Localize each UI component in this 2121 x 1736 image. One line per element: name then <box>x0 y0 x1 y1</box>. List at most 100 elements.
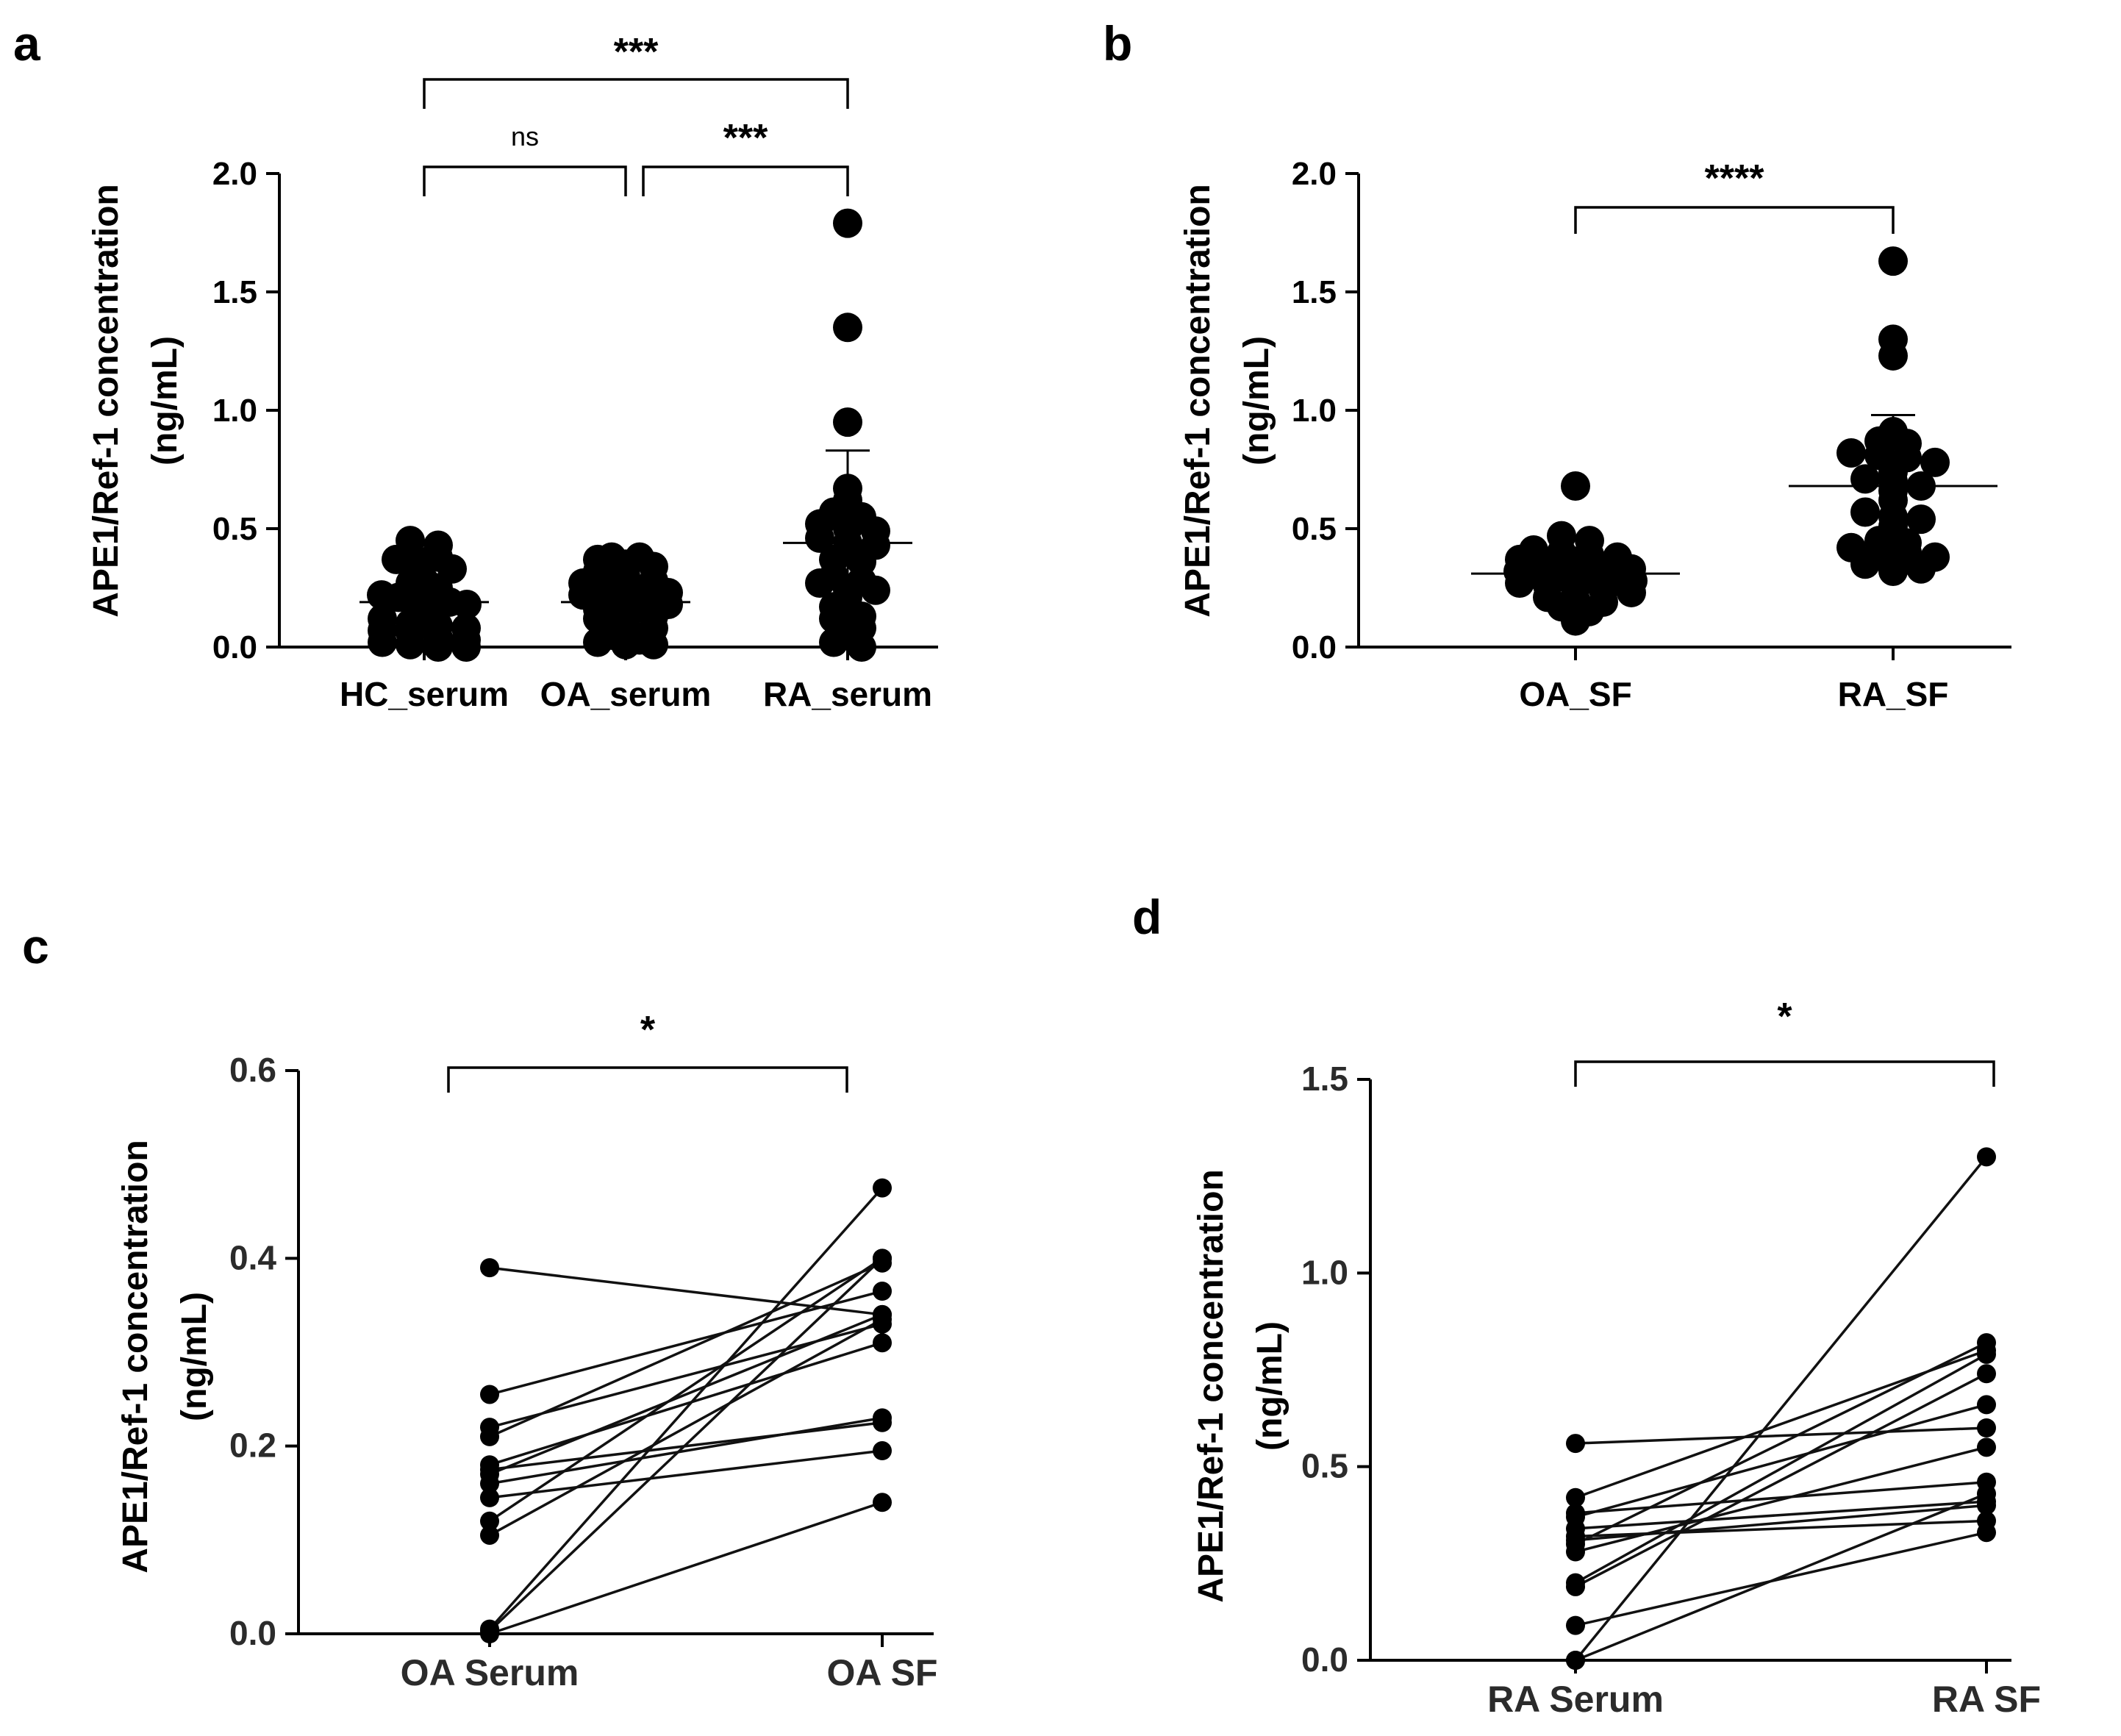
panel-a-data-point <box>583 627 612 657</box>
y-axis-unit-d: (ng/mL) <box>1251 1321 1290 1451</box>
panel-b-data-point <box>1850 549 1880 579</box>
panel-b-y-tick-label: 1.5 <box>1292 274 1337 310</box>
panel-a-data-point <box>452 590 482 620</box>
panel-d-significance-label: * <box>1777 996 1792 1038</box>
panel-c-data-point-start <box>480 1624 499 1643</box>
panel-c-data-point-start <box>480 1511 499 1531</box>
panel-d-data-point-end <box>1977 1484 1996 1504</box>
panel-d-pair-line <box>1575 1426 1987 1445</box>
panel-a-y-tick-label: 1.5 <box>212 274 257 310</box>
panel-b-y-tick-label: 1.0 <box>1292 393 1337 429</box>
panel-c-x-tick-label: OA SF <box>827 1652 938 1693</box>
panel-c-data-point-end <box>873 1493 892 1512</box>
panel-c-data-point-start <box>480 1487 499 1507</box>
panel-a-significance-bracket <box>423 165 627 196</box>
panel-a-significance-bracket <box>423 78 849 109</box>
panel-d-y-tick-label: 0.0 <box>1301 1640 1348 1679</box>
panel-b-data-point <box>1836 437 1866 468</box>
panel-a-x-tick-label: OA_serum <box>540 675 712 713</box>
panel-a-x-tick-label: RA_serum <box>763 675 932 713</box>
panel-b-x-tick-label: OA_SF <box>1519 675 1631 713</box>
panel-c-data-point-end <box>873 1282 892 1301</box>
y-axis-title-c: APE1/Ref-1 concentration <box>116 1140 155 1573</box>
panel-d-pair-line <box>1575 1531 1987 1627</box>
panel-d-data-point-end <box>1977 1523 1996 1543</box>
panel-a-significance-label: *** <box>723 117 768 160</box>
panel-d-pair-line <box>1575 1446 1987 1554</box>
panel-a-data-point <box>611 629 640 660</box>
panel-c-data-point-start <box>480 1258 499 1278</box>
panel-label-a: a <box>13 16 41 71</box>
panel-b-data-point <box>1906 554 1936 584</box>
panel-b-data-point <box>1561 471 1590 501</box>
y-axis-title-b: APE1/Ref-1 concentration <box>1178 184 1217 617</box>
panel-a-y-tick-label: 2.0 <box>212 156 257 192</box>
panel-b-data-point <box>1561 606 1590 636</box>
panel-d-data-point-end <box>1977 1395 1996 1415</box>
panel-b-data-point <box>1878 246 1908 276</box>
panel-a-x-tick-label: HC_serum <box>340 675 509 713</box>
panel-d-pair-line <box>1575 1403 1987 1518</box>
panel-a-data-point <box>819 627 848 657</box>
y-axis-unit-a: (ng/mL) <box>146 336 185 465</box>
panel-d-pair-line <box>1575 1492 1987 1662</box>
panel-b-significance-bracket <box>1574 206 1895 234</box>
panel-c-data-point-start <box>480 1426 499 1446</box>
panel-label-d: d <box>1132 890 1162 944</box>
panel-d-data-point-start <box>1566 1434 1585 1454</box>
panel-d-significance-bracket <box>1574 1060 1995 1087</box>
panel-b-x-tick-label: RA_SF <box>1838 675 1949 713</box>
panel-c-pair-line <box>488 1187 884 1630</box>
panel-d-pair-line <box>1575 1341 1987 1546</box>
panel-c-pair-line <box>488 1257 884 1632</box>
panel-c-pair-line <box>489 1416 883 1485</box>
panel-c-pair-line <box>489 1501 883 1635</box>
panel-a-data-point <box>833 208 862 238</box>
panel-a-y-tick-label: 0.0 <box>212 629 257 665</box>
panel-d-data-point-end <box>1977 1437 1996 1457</box>
panel-c-data-point-end <box>873 1441 892 1461</box>
panel-b-data-point <box>1878 556 1908 586</box>
panel-c-pair-line <box>489 1262 883 1438</box>
panel-d-pair-line <box>1574 1156 1988 1662</box>
panel-a-data-point <box>861 575 890 605</box>
panel-d-pair-line <box>1575 1353 1987 1585</box>
panel-d-pair-line <box>1575 1372 1987 1588</box>
panel-d-data-point-end <box>1977 1364 1996 1384</box>
panel-c-data-point-end <box>873 1178 892 1198</box>
panel-b-y-tick-label: 0.5 <box>1292 511 1337 547</box>
panel-d-x-tick-label: RA Serum <box>1487 1679 1664 1720</box>
panel-a-y-tick-label: 0.5 <box>212 511 257 547</box>
panel-c-data-point-end <box>873 1333 892 1353</box>
panel-a-data-point <box>451 632 481 662</box>
panel-b-data-point <box>1850 497 1880 527</box>
panel-a-data-point <box>833 312 862 343</box>
panel-b-data-point <box>1505 568 1534 599</box>
panel-d-y-tick-label: 1.0 <box>1301 1253 1348 1291</box>
panel-a-data-point <box>639 629 668 660</box>
y-axis-unit-c: (ng/mL) <box>175 1292 214 1421</box>
y-axis-title-d: APE1/Ref-1 concentration <box>1192 1169 1231 1602</box>
panel-a-data-point <box>805 523 834 553</box>
panel-a-y-tick-label: 1.0 <box>212 393 257 429</box>
y-axis-title-a: APE1/Ref-1 concentration <box>87 184 126 617</box>
panel-d-data-point-start <box>1566 1651 1585 1670</box>
panel-b-data-point <box>1850 464 1880 494</box>
panel-c-pair-line <box>489 1290 883 1396</box>
y-axis-unit-b: (ng/mL) <box>1237 336 1276 465</box>
panel-c-y-tick-label: 0.0 <box>229 1614 276 1652</box>
panel-d-x-tick-label: RA SF <box>1932 1679 2041 1720</box>
panel-d-data-point-start <box>1566 1542 1585 1562</box>
panel-a-data-point <box>833 407 862 437</box>
panel-c-data-point-end <box>873 1310 892 1329</box>
panel-c-data-point-start <box>480 1474 499 1493</box>
panel-label-b: b <box>1103 16 1132 71</box>
panel-label-c: c <box>22 919 49 974</box>
panel-b-data-point <box>1617 577 1646 607</box>
panel-c-data-point-end <box>873 1408 892 1428</box>
panel-d-data-point-end <box>1977 1344 1996 1364</box>
panel-d-data-point-start <box>1566 1576 1585 1596</box>
panel-d-data-point-end <box>1977 1147 1996 1167</box>
panel-c-y-tick-label: 0.4 <box>229 1238 276 1276</box>
